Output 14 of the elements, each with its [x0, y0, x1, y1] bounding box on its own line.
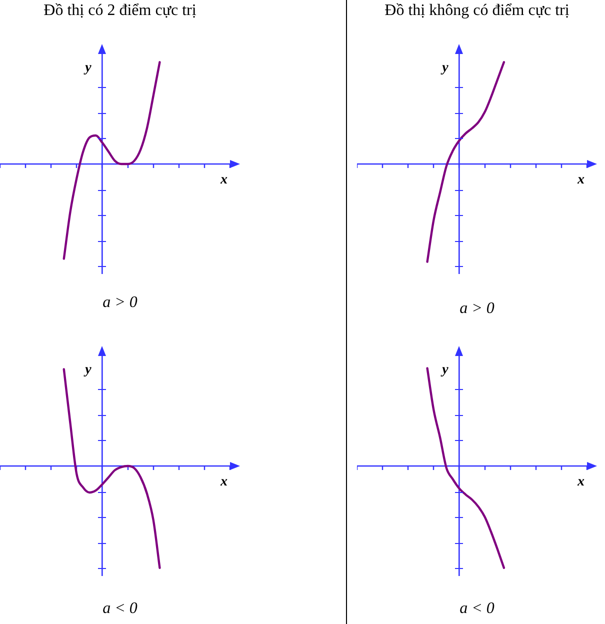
- y-axis-title: y: [83, 60, 92, 76]
- x-axis-title: x: [220, 172, 228, 188]
- text: a < 0: [458, 600, 496, 618]
- x-axis-title: x: [220, 474, 228, 490]
- x-axis-title: x: [576, 474, 584, 490]
- y-axis-title: y: [83, 362, 92, 378]
- y-axis-title: y: [440, 362, 450, 378]
- text: a < 0: [102, 600, 138, 618]
- text: a > 0: [102, 294, 138, 312]
- chart-title: Đồ thị không có điểm cực trị: [384, 2, 570, 20]
- x-axis-title: x: [576, 172, 584, 188]
- text: a > 0: [458, 300, 496, 318]
- y-axis-title: y: [440, 60, 450, 76]
- chart-title: Đồ thị có 2 điểm cực trị: [42, 2, 198, 20]
